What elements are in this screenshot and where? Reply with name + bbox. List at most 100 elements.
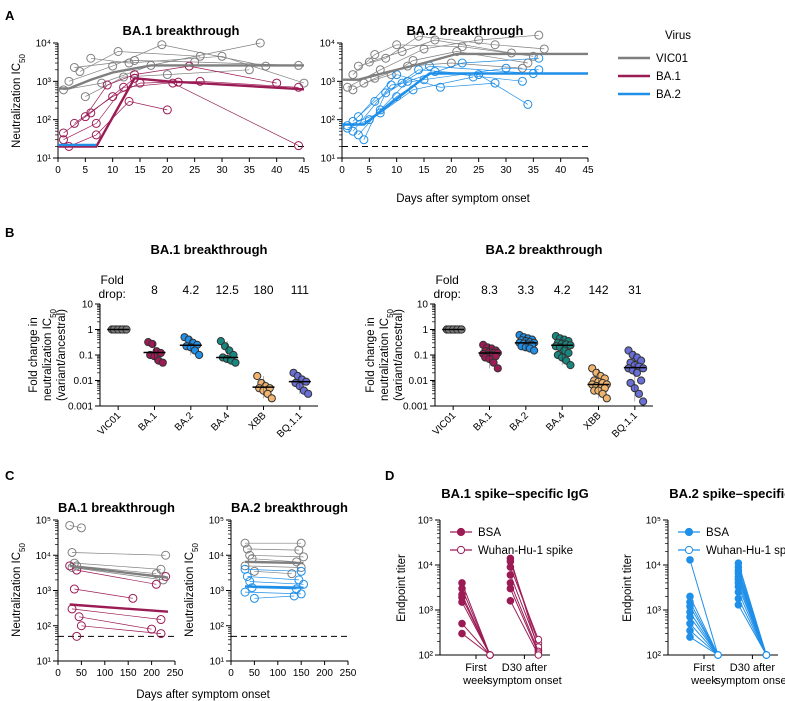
D1-category-label: week <box>462 675 489 687</box>
A2-mean-line <box>342 72 588 126</box>
C2-series-line <box>254 570 292 575</box>
C1-data-point <box>151 569 161 579</box>
A-x-axis-label: Days after symptom onset <box>396 193 530 205</box>
D1-category-label: First <box>465 662 486 674</box>
B2-data-point <box>566 361 575 370</box>
A1-data-point <box>64 76 74 86</box>
B2-fold-drop-value: 3.3 <box>517 283 534 297</box>
A2-data-point <box>414 31 424 41</box>
A2-data-point <box>457 42 467 52</box>
A1-mean-line <box>58 77 305 148</box>
D2-bsa-point <box>734 588 743 596</box>
B1-category-label: XBB <box>247 410 269 432</box>
C2-title: BA.2 breakthrough <box>231 500 348 515</box>
A1-data-point <box>58 128 68 138</box>
C2-data-point <box>299 579 309 589</box>
D2-category-label: week <box>690 675 717 687</box>
C2-data-point <box>294 545 304 555</box>
A2-data-point <box>370 50 380 60</box>
D1-category-label: D30 after <box>502 662 548 674</box>
D2-y-tick-label: 10² <box>647 651 662 662</box>
B2-fold-drop-value: 31 <box>628 283 642 297</box>
C2-data-point <box>296 589 306 599</box>
A2-series-line <box>358 35 545 67</box>
D1-pair-line <box>509 574 539 648</box>
A1-series-line <box>63 77 299 146</box>
C-x-axis-label: Days after symptom onset <box>136 689 270 701</box>
B-y-axis-label: neutralization IC50 <box>379 308 395 401</box>
B-y-axis-label: (variant/ancestral) <box>56 309 68 401</box>
C1-data-point <box>156 629 166 639</box>
A1-series-line <box>68 44 266 82</box>
A1-data-point <box>58 85 68 95</box>
D2-pair-line <box>689 559 719 656</box>
A2-data-point <box>364 57 374 67</box>
D2-wuhan-point <box>714 651 722 659</box>
C2-x-tick-label: 150 <box>293 668 310 679</box>
D2-pair-line <box>689 630 719 656</box>
B2-y-tick-label: 0.001 <box>403 402 428 413</box>
B2-category-label: XBB <box>582 410 604 432</box>
D2-category-label: symptom onset <box>715 675 785 687</box>
B2-fold-drop-label: Fold <box>435 273 458 287</box>
B2-data-point <box>639 397 648 406</box>
C1-series-line <box>76 569 157 585</box>
C1-series-line <box>71 552 166 556</box>
D1-y-tick-label: 10³ <box>419 606 434 617</box>
A1-data-point <box>162 70 172 80</box>
B-y-axis-label-subscript: 50 <box>386 308 395 317</box>
C2-series-line <box>249 581 304 585</box>
B-y-axis-label: neutralization IC50 <box>42 308 58 401</box>
C1-x-tick-label: 50 <box>76 668 88 679</box>
C1-data-point <box>74 612 84 622</box>
C2-series-line <box>254 595 295 599</box>
D1-pair-line <box>509 588 539 654</box>
C2-x-tick-label: 200 <box>316 668 333 679</box>
C2-y-tick-label: 10⁴ <box>209 551 224 562</box>
C1-x-tick-label: 250 <box>167 668 184 679</box>
C1-data-point <box>161 550 171 560</box>
B1-y-tick-label: 1 <box>87 325 93 336</box>
C1-x-tick-label: 150 <box>120 668 137 679</box>
A2-data-point <box>353 61 363 71</box>
A1-data-point <box>157 40 167 50</box>
B2-data-point <box>564 348 573 358</box>
C1-series-line <box>71 567 164 581</box>
D1-y-tick-label: 10² <box>419 651 434 662</box>
D2-y-tick-label: 10⁵ <box>646 516 661 527</box>
B2-data-point <box>489 358 498 367</box>
B1-fold-drop-value: 8 <box>151 283 158 297</box>
C1-title: BA.1 breakthrough <box>58 500 175 515</box>
A2-data-point <box>534 30 544 40</box>
B1-data-point <box>158 358 167 367</box>
C1-series-line <box>79 616 152 630</box>
B1-fold-drop-value: 4.2 <box>182 283 199 297</box>
C1-series-line <box>81 625 162 634</box>
B1-data-point <box>148 339 157 349</box>
A2-data-point <box>452 47 462 57</box>
D1-bsa-point <box>506 597 515 605</box>
B-y-axis-label: Fold change in <box>365 317 377 392</box>
D2-bsa-point <box>686 613 694 621</box>
legend-item-label: VIC01 <box>656 53 688 65</box>
A2-data-point <box>446 58 456 68</box>
A1-data-point <box>91 130 101 140</box>
C1-data-point <box>65 520 75 530</box>
C2-series-line <box>244 591 302 595</box>
B2-category-label: VIC01 <box>431 410 459 438</box>
legend-title: Virus <box>665 30 691 42</box>
A1-series-line <box>63 81 179 141</box>
D2-pair-line <box>737 604 767 656</box>
D1-legend-label: BSA <box>478 527 501 539</box>
A1-data-point <box>86 53 96 63</box>
C2-data-point <box>249 566 259 576</box>
A2-data-point <box>523 99 533 109</box>
A2-data-point <box>414 65 424 75</box>
C2-data-point <box>242 544 252 554</box>
A1-data-point <box>113 47 123 57</box>
A1-x-tick-label: 45 <box>298 165 310 176</box>
C1-x-tick-label: 200 <box>143 668 160 679</box>
D2-bsa-point <box>686 556 694 564</box>
C-y-axis-label-subscript: 50 <box>191 542 200 551</box>
